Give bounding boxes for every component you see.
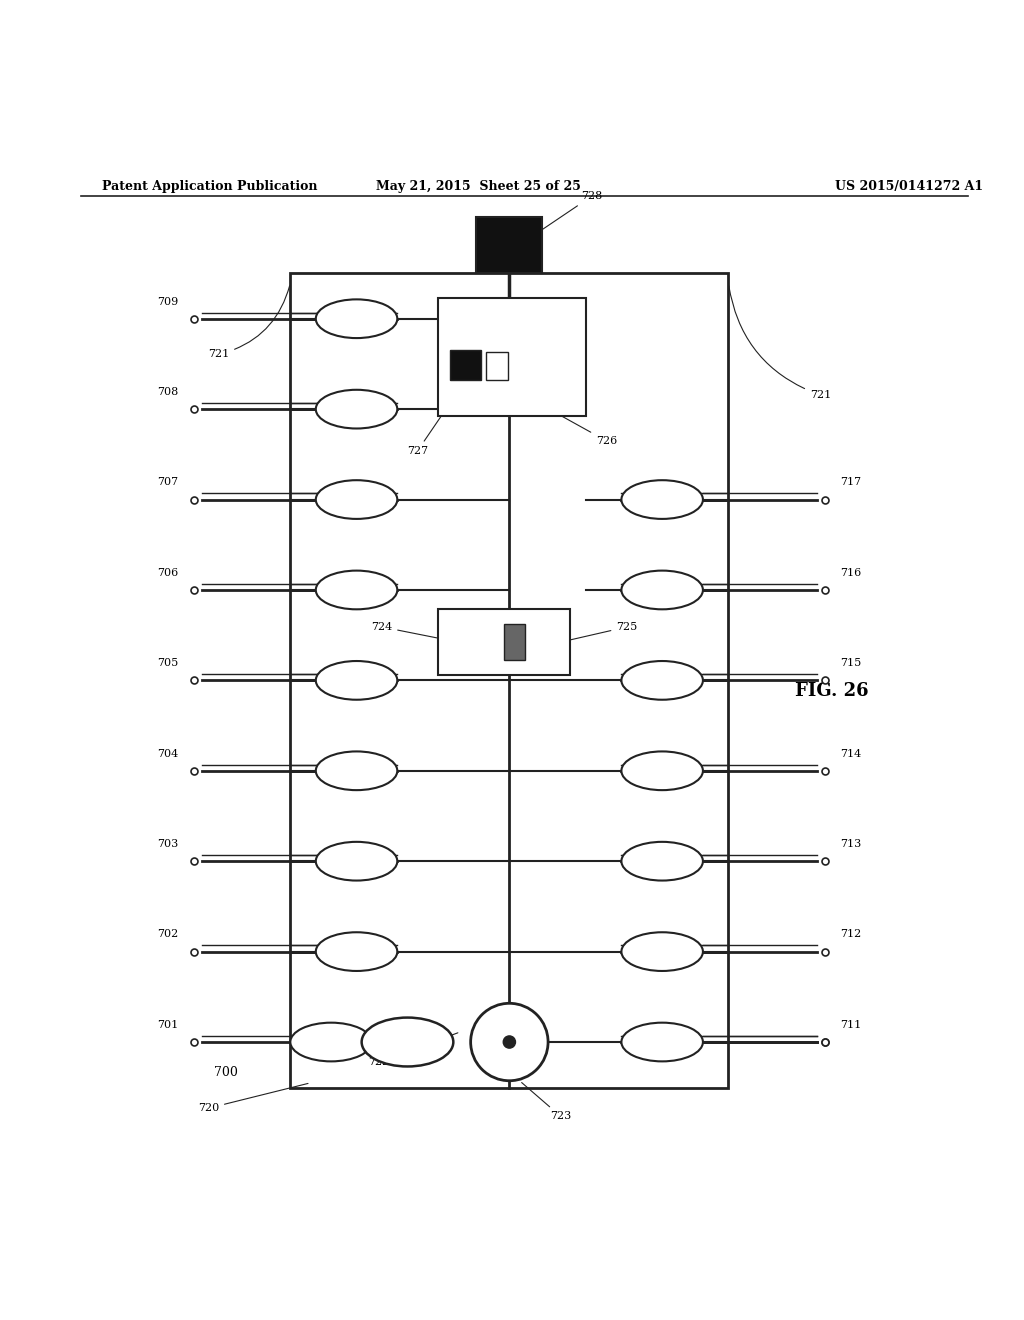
- Text: Patent Application Publication: Patent Application Publication: [101, 180, 317, 193]
- Ellipse shape: [315, 932, 397, 972]
- Text: 708: 708: [157, 387, 178, 397]
- Bar: [291, 273, 728, 1088]
- Ellipse shape: [622, 480, 702, 519]
- Circle shape: [503, 1036, 515, 1048]
- Text: 720: 720: [198, 1084, 308, 1113]
- Bar: [504, 624, 524, 660]
- Text: 726: 726: [500, 381, 617, 446]
- Text: 725: 725: [563, 622, 638, 642]
- Text: 714: 714: [841, 748, 862, 759]
- Ellipse shape: [315, 300, 397, 338]
- Text: 707: 707: [157, 478, 178, 487]
- Ellipse shape: [361, 1018, 454, 1067]
- Bar: [438, 609, 570, 676]
- Text: May 21, 2015  Sheet 25 of 25: May 21, 2015 Sheet 25 of 25: [377, 180, 582, 193]
- Text: 706: 706: [157, 568, 178, 578]
- Text: US 2015/0141272 A1: US 2015/0141272 A1: [836, 180, 983, 193]
- Ellipse shape: [622, 570, 702, 610]
- Ellipse shape: [622, 932, 702, 972]
- Text: 703: 703: [157, 840, 178, 849]
- Ellipse shape: [622, 842, 702, 880]
- Text: FIG. 26: FIG. 26: [795, 681, 868, 700]
- Text: 700: 700: [214, 1067, 238, 1078]
- Ellipse shape: [622, 751, 702, 791]
- Text: 702: 702: [157, 929, 178, 940]
- Text: 704: 704: [157, 748, 178, 759]
- Text: 705: 705: [157, 659, 178, 668]
- Text: 713: 713: [841, 840, 862, 849]
- Text: 722: 722: [368, 1032, 458, 1068]
- Text: 727: 727: [407, 383, 464, 457]
- Text: 728: 728: [522, 191, 602, 243]
- Bar: [451, 350, 481, 380]
- Text: 717: 717: [841, 478, 861, 487]
- Ellipse shape: [315, 389, 397, 429]
- Text: 701: 701: [157, 1020, 178, 1030]
- Ellipse shape: [291, 1023, 372, 1061]
- Ellipse shape: [315, 570, 397, 610]
- Bar: [476, 216, 543, 273]
- Text: 721: 721: [729, 286, 831, 400]
- Ellipse shape: [315, 480, 397, 519]
- Text: 711: 711: [841, 1020, 862, 1030]
- Text: 721: 721: [208, 285, 290, 359]
- Text: 712: 712: [841, 929, 862, 940]
- Ellipse shape: [622, 661, 702, 700]
- Ellipse shape: [315, 842, 397, 880]
- Ellipse shape: [622, 1023, 702, 1061]
- Text: 709: 709: [157, 297, 178, 306]
- Text: 715: 715: [841, 659, 862, 668]
- Text: 723: 723: [521, 1082, 571, 1122]
- Bar: [438, 298, 586, 416]
- Circle shape: [471, 1003, 548, 1081]
- Bar: [486, 352, 508, 380]
- Text: 716: 716: [841, 568, 862, 578]
- Ellipse shape: [315, 661, 397, 700]
- Ellipse shape: [315, 751, 397, 791]
- Text: 724: 724: [371, 622, 456, 642]
